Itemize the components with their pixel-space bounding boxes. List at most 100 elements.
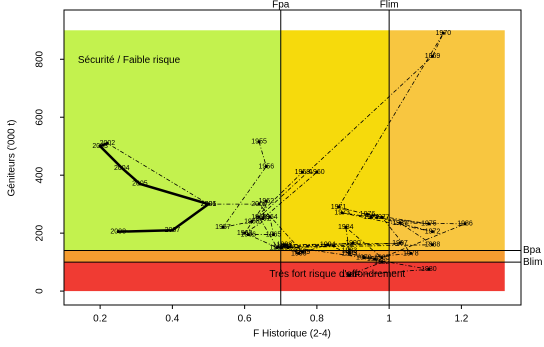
point: [264, 199, 268, 203]
year-label: 2006: [201, 201, 217, 208]
year-label: 1970: [436, 30, 452, 37]
year-label: 1965: [266, 231, 282, 238]
year-label: 1986: [457, 221, 473, 228]
year-label: 1973: [334, 210, 350, 217]
point: [430, 243, 434, 247]
point: [463, 222, 467, 226]
point: [398, 221, 402, 225]
point: [221, 225, 225, 229]
year-label: 2005: [132, 181, 148, 188]
year-label: 1997: [392, 240, 408, 247]
y-tick-label: 0: [35, 288, 46, 294]
point: [380, 215, 384, 219]
x-axis-title: F Historique (2-4): [253, 329, 331, 340]
year-label: 1980: [421, 266, 437, 273]
point: [326, 243, 330, 247]
point: [427, 267, 431, 271]
reference-label: Blim: [523, 257, 542, 268]
point: [365, 212, 369, 216]
x-tick-label: 0.4: [165, 314, 179, 325]
zone-label: Sécurité / Faible risque: [78, 55, 181, 66]
x-tick-label: 1.2: [454, 314, 468, 325]
point: [347, 273, 351, 277]
point: [430, 230, 434, 234]
reference-label: Bpa: [523, 245, 541, 256]
year-label: 1968: [251, 214, 267, 221]
reference-label: Flim: [380, 0, 399, 11]
year-label: 1979: [356, 255, 372, 262]
year-label: 1977: [374, 214, 390, 221]
point: [272, 233, 276, 237]
zone: [64, 262, 505, 292]
point: [380, 260, 384, 264]
year-label: 1960: [309, 169, 325, 176]
point: [300, 250, 304, 254]
point: [409, 251, 413, 255]
point: [369, 215, 373, 219]
point: [279, 246, 283, 250]
x-tick-label: 0.2: [93, 314, 107, 325]
y-tick-label: 400: [35, 166, 46, 183]
y-tick-label: 800: [35, 50, 46, 67]
y-tick-label: 200: [35, 224, 46, 241]
connector: [107, 142, 209, 205]
year-label: 1998: [277, 242, 293, 249]
year-label: 1964: [262, 214, 278, 221]
year-label: 1957: [215, 224, 231, 231]
point: [105, 141, 109, 145]
year-label: 1992: [367, 256, 383, 263]
point: [430, 54, 434, 58]
reference-label: Fpa: [272, 0, 290, 11]
point: [98, 144, 102, 148]
year-label: 2004: [114, 165, 130, 172]
point: [120, 166, 124, 170]
zone-label: Très fort risque d'effondrement: [269, 269, 405, 280]
zone: [389, 30, 505, 251]
point: [257, 215, 261, 219]
y-tick-label: 600: [35, 108, 46, 125]
year-label: 2000: [251, 201, 267, 208]
point: [380, 256, 384, 260]
point: [257, 202, 261, 206]
point: [351, 241, 355, 245]
x-tick-label: 0.6: [238, 314, 252, 325]
year-label: 1982: [374, 259, 390, 266]
year-label: 1971: [331, 204, 347, 211]
year-label: 1955: [251, 139, 267, 146]
year-label: 2003: [92, 143, 108, 150]
year-label: 2002: [100, 140, 116, 147]
year-label: 1988: [425, 242, 441, 249]
year-label: 1999: [295, 249, 311, 256]
year-label: 1958: [244, 218, 260, 225]
point: [441, 31, 445, 35]
year-label: 1978: [403, 250, 419, 257]
point: [337, 205, 341, 209]
point: [297, 251, 301, 255]
year-label: 1963: [237, 230, 253, 237]
point: [315, 170, 319, 174]
year-label: 1974: [363, 214, 379, 221]
year-label: 1962: [259, 198, 275, 205]
point: [373, 257, 377, 261]
zone: [64, 30, 281, 251]
year-label: 1967: [269, 244, 285, 251]
y-axis-title: Géniteurs ('000 t): [7, 120, 18, 197]
point: [427, 222, 431, 226]
year-label: 1975: [421, 221, 437, 228]
point: [300, 170, 304, 174]
point: [261, 217, 265, 221]
point: [362, 256, 366, 260]
year-label: 2008: [110, 229, 126, 236]
point: [257, 140, 261, 144]
year-label: 1989: [273, 244, 289, 251]
point: [340, 211, 344, 215]
point: [250, 220, 254, 224]
x-tick-label: 1: [386, 314, 392, 325]
year-label: 1961: [255, 215, 271, 222]
point: [170, 228, 174, 232]
point: [138, 182, 142, 186]
year-label: 1996: [280, 244, 296, 251]
year-label: 1972: [425, 229, 441, 236]
year-label: 1990: [345, 240, 361, 247]
